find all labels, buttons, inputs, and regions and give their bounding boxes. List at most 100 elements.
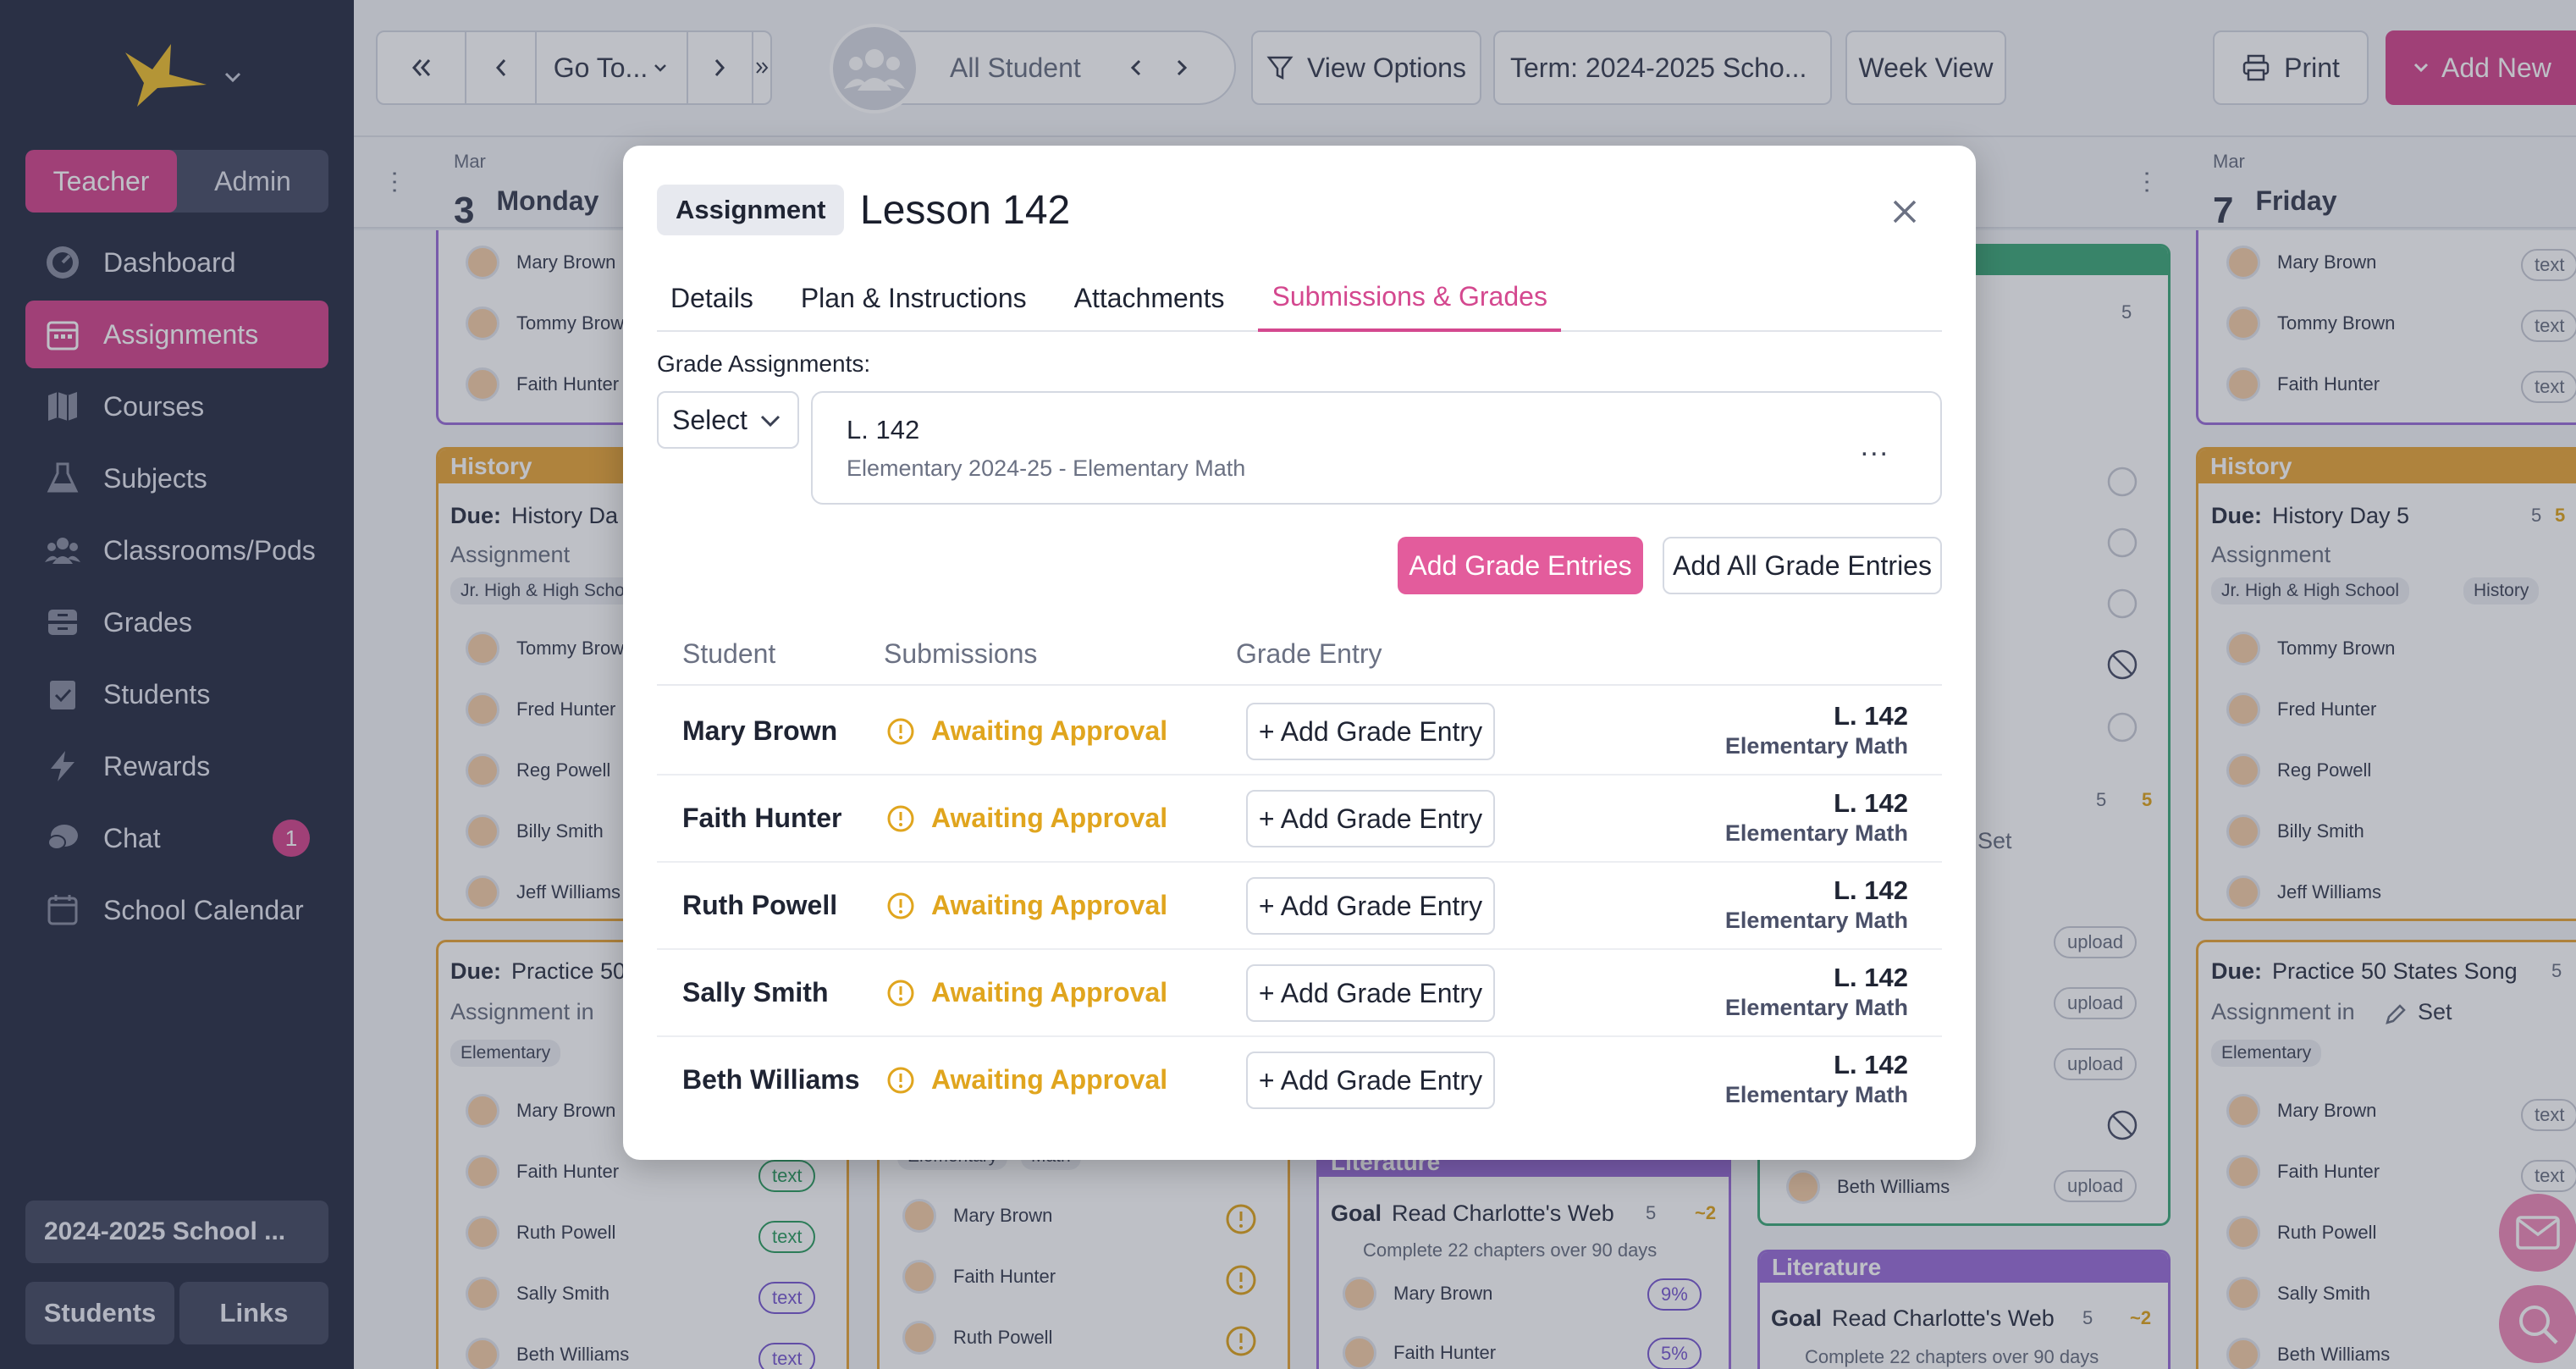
lesson-card[interactable]: L. 142 Elementary 2024-25 - Elementary M…: [811, 391, 1942, 505]
lesson-code: L. 142: [1834, 1050, 1908, 1079]
submission-pill[interactable]: text: [2521, 249, 2576, 281]
warning-circle-icon: [887, 1067, 914, 1093]
links-button[interactable]: Links: [179, 1282, 328, 1344]
student-entry: Faith Hunter: [2226, 367, 2380, 401]
add-new-button[interactable]: Add New: [2386, 30, 2576, 105]
sidebar-item-label: School Calendar: [103, 894, 304, 925]
upload-pill[interactable]: upload: [2054, 926, 2137, 958]
add-grade-entry-button[interactable]: + Add Grade Entry: [1246, 877, 1495, 935]
more-options-icon[interactable]: ...: [1860, 430, 1889, 462]
card-type: Assignment: [450, 542, 571, 567]
chevron-down-icon[interactable]: [222, 66, 244, 88]
submission-pill[interactable]: text: [2521, 1099, 2576, 1131]
add-grade-entries-button[interactable]: Add Grade Entries: [1398, 537, 1643, 594]
sidebar-item-rewards[interactable]: Rewards: [25, 732, 328, 800]
chevron-right-icon[interactable]: [1171, 57, 1193, 79]
student-filter[interactable]: All Student: [830, 24, 1236, 113]
upload-pill[interactable]: upload: [2054, 987, 2137, 1019]
submission-pill[interactable]: text: [2521, 310, 2576, 342]
sidebar-nav: Dashboard Assignments Courses Subjects C…: [25, 229, 328, 948]
blocked-icon[interactable]: [2106, 1109, 2138, 1141]
sidebar-item-label: Assignments: [103, 318, 259, 350]
students-button[interactable]: Students: [25, 1282, 174, 1344]
term-selector[interactable]: Term: 2024-2025 Scho...: [1493, 30, 1832, 105]
sidebar-item-assignments[interactable]: Assignments: [25, 301, 328, 368]
next-button[interactable]: [688, 32, 753, 103]
tuesday-card[interactable]: [877, 1134, 1290, 1369]
prev-button[interactable]: [466, 32, 538, 103]
last-page-button[interactable]: [753, 32, 770, 103]
day-month: Mar: [2213, 151, 2245, 172]
add-grade-entry-button[interactable]: + Add Grade Entry: [1246, 1052, 1495, 1109]
mail-fab[interactable]: [2499, 1194, 2576, 1272]
submission-pill[interactable]: text: [758, 1160, 816, 1192]
student-avatar: [466, 693, 499, 726]
first-page-button[interactable]: [378, 32, 467, 103]
role-toggle: Teacher Admin: [25, 150, 328, 213]
tab-details[interactable]: Details: [670, 282, 753, 313]
sidebar-item-chat[interactable]: Chat 1: [25, 804, 328, 872]
student-filter-label: All Student: [950, 52, 1081, 83]
goto-dropdown[interactable]: Go To...: [537, 32, 688, 103]
week-view-label: Week View: [1858, 52, 1994, 83]
status-circle-icon[interactable]: [2106, 588, 2138, 620]
submission-pill[interactable]: text: [758, 1343, 816, 1369]
upload-pill[interactable]: upload: [2054, 1048, 2137, 1080]
student-entry: Billy Smith: [2226, 814, 2364, 848]
chevron-left-icon[interactable]: [1125, 57, 1147, 79]
progress-pill: 5%: [1647, 1338, 1702, 1369]
status-circle-icon[interactable]: [2106, 466, 2138, 498]
school-year-selector[interactable]: 2024-2025 School ...: [25, 1201, 328, 1263]
role-teacher-button[interactable]: Teacher: [25, 150, 177, 213]
close-icon[interactable]: [1886, 193, 1923, 230]
submission-pill[interactable]: text: [758, 1282, 816, 1314]
sidebar-item-classrooms[interactable]: Classrooms/Pods: [25, 516, 328, 584]
card-reward: 5: [2555, 505, 2566, 526]
day-menu-dots[interactable]: ···: [2134, 169, 2162, 195]
sidebar-item-students[interactable]: Students: [25, 660, 328, 728]
sidebar-item-school-calendar[interactable]: School Calendar: [25, 876, 328, 944]
sidebar-item-grades[interactable]: Grades: [25, 588, 328, 656]
status-circle-icon[interactable]: [2106, 711, 2138, 743]
lesson-code: L. 142: [1834, 963, 1908, 992]
sidebar-item-subjects[interactable]: Subjects: [25, 444, 328, 512]
sidebar-item-courses[interactable]: Courses: [25, 373, 328, 440]
chat-icon: [44, 820, 81, 857]
student-avatar: [466, 1094, 499, 1128]
submission-status: Awaiting Approval: [885, 890, 1167, 921]
search-fab[interactable]: [2499, 1285, 2576, 1363]
submission-pill[interactable]: text: [2521, 1160, 2576, 1192]
student-avatar: [2226, 632, 2260, 665]
submission-pill[interactable]: text: [758, 1221, 816, 1253]
add-new-label: Add New: [2441, 52, 2551, 83]
goal-reward: ~2: [1695, 1202, 1717, 1223]
student-entry: Billy Smith: [466, 814, 604, 848]
sidebar-item-label: Subjects: [103, 462, 207, 494]
student-avatar: [466, 1216, 499, 1250]
lesson-course: Elementary 2024-25 - Elementary Math: [847, 455, 1246, 481]
role-admin-button[interactable]: Admin: [214, 165, 291, 196]
week-view-button[interactable]: Week View: [1845, 30, 2006, 105]
add-all-grade-entries-button[interactable]: Add All Grade Entries: [1663, 537, 1942, 594]
sidebar-item-dashboard[interactable]: Dashboard: [25, 229, 328, 296]
status-circle-icon[interactable]: [2106, 527, 2138, 559]
tab-plan-instructions[interactable]: Plan & Instructions: [800, 282, 1027, 313]
upload-pill[interactable]: upload: [2054, 1170, 2137, 1202]
view-options-button[interactable]: View Options: [1251, 30, 1481, 105]
add-grade-entry-button[interactable]: + Add Grade Entry: [1246, 703, 1495, 760]
student-entry: Tommy Brown: [2226, 306, 2395, 340]
tab-submissions-grades[interactable]: Submissions & Grades: [1258, 264, 1561, 332]
submission-pill[interactable]: text: [2521, 371, 2576, 403]
add-grade-entry-button[interactable]: + Add Grade Entry: [1246, 964, 1495, 1022]
tab-attachments[interactable]: Attachments: [1073, 282, 1225, 313]
student-avatar: [466, 306, 499, 340]
day-menu-dots[interactable]: ···: [382, 169, 410, 195]
add-grade-entry-button[interactable]: + Add Grade Entry: [1246, 790, 1495, 847]
blocked-icon[interactable]: [2106, 649, 2138, 681]
print-button[interactable]: Print: [2213, 30, 2369, 105]
grade-select-dropdown[interactable]: Select: [657, 391, 799, 449]
logo-star-icon[interactable]: [119, 41, 212, 108]
friday-history-card[interactable]: History: [2196, 447, 2576, 921]
card-tag: Elementary: [2211, 1040, 2322, 1067]
card-members-count: 5: [2531, 505, 2542, 526]
